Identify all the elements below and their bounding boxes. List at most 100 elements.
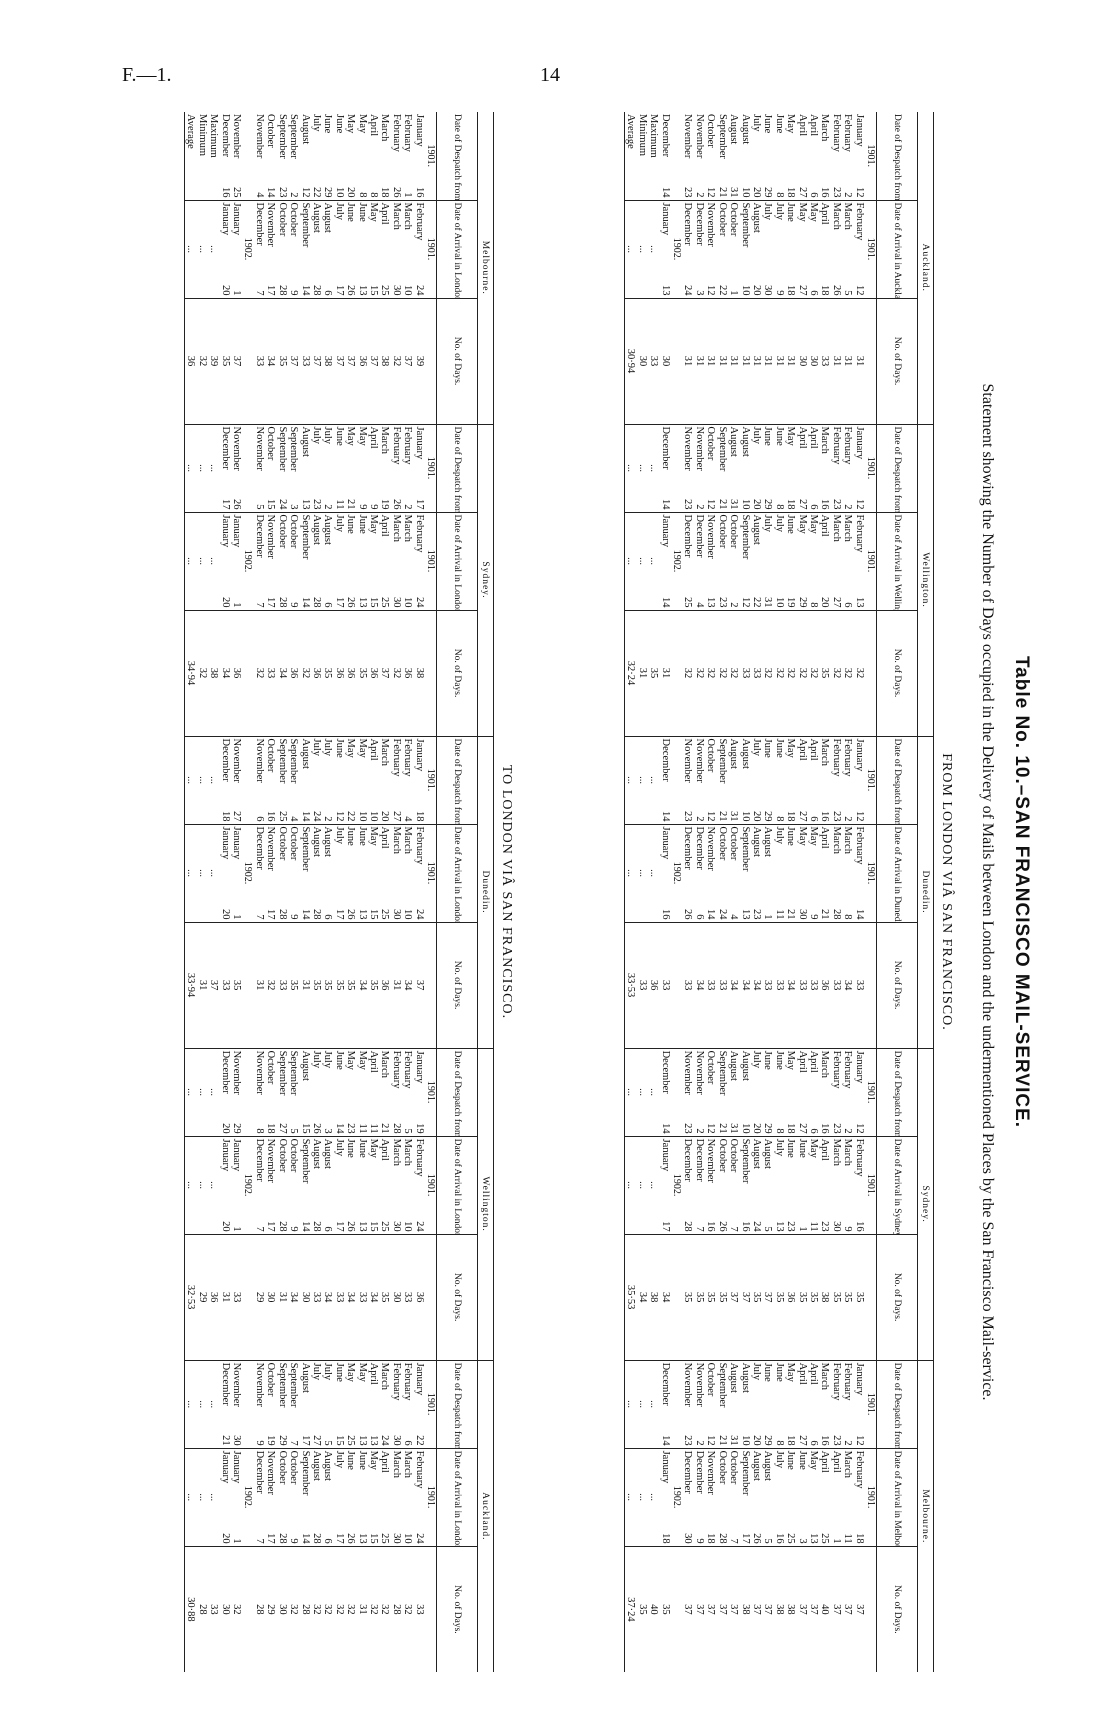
to-days-count: 32 xyxy=(390,610,402,737)
to-despatch-day: 4 xyxy=(253,192,265,198)
from-despatch-day: 14 xyxy=(659,499,671,510)
from-despatch-month: April xyxy=(796,424,808,488)
to-arrival-month: October xyxy=(276,1448,288,1523)
from-despatch-month: February xyxy=(842,114,854,152)
to-despatch-day: 30 xyxy=(390,1435,402,1446)
from-days-count: 33 xyxy=(659,922,671,1049)
to-days-count: 33 xyxy=(401,1234,414,1361)
to-arrival-day: 17 xyxy=(265,597,277,608)
to-days-count: 35 xyxy=(321,922,334,1049)
from-arrival-month: March xyxy=(841,512,854,586)
from-despatch-day: 2 xyxy=(693,1440,705,1446)
to-arrival-day: 1 xyxy=(231,290,243,296)
from-arrival-day: 13 xyxy=(659,285,671,296)
from-days-count: 37 xyxy=(796,1546,808,1673)
from-despatch-day: 12 xyxy=(853,187,865,198)
from-days-count: 37 xyxy=(853,1546,865,1673)
to-despatch-month: March xyxy=(378,1360,391,1425)
from-year-label: 1901. xyxy=(864,1136,877,1235)
to-year-label: 1901. xyxy=(424,424,437,513)
from-despatch-day: 16 xyxy=(819,811,831,822)
to-despatch-day: 5 xyxy=(288,1128,300,1134)
to-despatch-day: 12 xyxy=(333,811,345,822)
to-despatch-day: 25 xyxy=(231,187,243,198)
from-arrival-day: 6 xyxy=(842,602,854,608)
to-arrival-day: 28 xyxy=(276,285,288,296)
to-days-count: 30 xyxy=(276,1546,288,1673)
from-summary-dots: ... xyxy=(624,200,637,298)
from-despatch-day: 8 xyxy=(773,1128,785,1134)
to-arrival-month: December xyxy=(253,1448,265,1523)
to-arrival-day: 1 xyxy=(231,602,243,608)
to-arrival-month: August xyxy=(310,1136,322,1211)
to-arrival-day: 24 xyxy=(413,285,425,296)
to-despatch-day: 27 xyxy=(276,1123,288,1134)
from-data-row: November 23 December 24 31 November 23 December… xyxy=(682,112,694,1673)
to-despatch-month: July xyxy=(310,1048,322,1113)
from-despatch-day: 31 xyxy=(728,187,740,198)
from-summary-value: 35·53 xyxy=(624,1234,637,1361)
from-summary-dots: ... xyxy=(647,1136,660,1235)
to-arrival-month: June xyxy=(356,200,368,274)
page-number: 14 xyxy=(540,64,560,86)
from-arrival-month: November xyxy=(704,512,717,586)
to-blank-cell xyxy=(242,1546,254,1673)
from-days-count: 38 xyxy=(773,1546,785,1673)
to-arrival-month: April xyxy=(378,200,391,274)
to-year-label: 1901. xyxy=(424,512,437,611)
from-arrival-month: October xyxy=(716,512,728,586)
from-arrival-day: 1 xyxy=(796,1226,808,1232)
from-arrival-month: March xyxy=(841,200,854,274)
to-days-count: 35 xyxy=(367,922,379,1049)
to-blank-cell xyxy=(242,1234,254,1361)
to-despatch-month: March xyxy=(379,114,391,142)
from-days-count: 32 xyxy=(693,610,705,737)
to-despatch-day: 2 xyxy=(322,816,334,822)
to-despatch-month: January xyxy=(413,1048,425,1113)
from-despatch-day: 6 xyxy=(807,504,819,510)
from-blank-cell xyxy=(670,1048,683,1137)
from-despatch-day: 31 xyxy=(728,499,740,510)
from-arrival-month: August xyxy=(750,1136,762,1211)
to-arrival-month: April xyxy=(378,824,391,899)
from-despatch-day: 8 xyxy=(773,192,785,198)
from-days-count: 37 xyxy=(761,1234,774,1361)
from-arrival-month: January xyxy=(659,1448,671,1523)
from-despatch-month: December xyxy=(659,1360,671,1425)
to-data-row: January 16 February 24 39 January 17 February 24… xyxy=(413,112,425,1673)
from-blank-cell xyxy=(864,1234,877,1361)
from-despatch-day: 23 xyxy=(682,811,694,822)
from-arrival-month: September xyxy=(739,824,751,899)
to-despatch-month: May xyxy=(344,1048,357,1113)
to-despatch-month: May xyxy=(356,424,368,489)
to-days-count: 39 xyxy=(413,298,425,425)
to-arrival-month: June xyxy=(344,200,357,274)
to-despatch-month: February xyxy=(390,1360,402,1425)
from-year-row: 1901. 1901. 1901. 1901. 1901. 1901. 1901. 1901.… xyxy=(864,112,877,1673)
from-despatch-day: 31 xyxy=(728,811,740,822)
from-despatch-day: 21 xyxy=(716,1123,728,1134)
from-days-count: 32 xyxy=(716,610,728,737)
from-arrival-month: December xyxy=(682,1136,694,1211)
to-despatch-month: June xyxy=(322,114,334,134)
to-year-label: 1901. xyxy=(424,200,437,298)
from-despatch-month: February xyxy=(841,736,854,801)
from-despatch-day: 2 xyxy=(842,816,854,822)
from-days-count: 33 xyxy=(818,298,831,424)
page-code: F.—1. xyxy=(122,64,172,86)
to-days-count: 29 xyxy=(264,1546,277,1673)
to-despatch-month: May xyxy=(344,1360,357,1425)
from-arrival-month: October xyxy=(716,200,728,274)
from-year-label: 1901. xyxy=(864,1448,877,1547)
from-arrival-day: 14 xyxy=(705,909,717,920)
from-days-count: 33 xyxy=(704,922,717,1049)
to-despatch-month: April xyxy=(367,736,379,801)
to-arrival-month: June xyxy=(356,512,368,587)
to-days-count: 36 xyxy=(310,610,322,737)
to-arrival-day: 15 xyxy=(367,285,379,296)
from-blank-cell xyxy=(670,424,683,512)
from-arrival-month: February xyxy=(853,512,865,586)
to-arrival-day: 9 xyxy=(288,914,300,920)
to-days-count: 32 xyxy=(333,1546,345,1673)
to-summary-dots: ... xyxy=(184,1360,197,1449)
